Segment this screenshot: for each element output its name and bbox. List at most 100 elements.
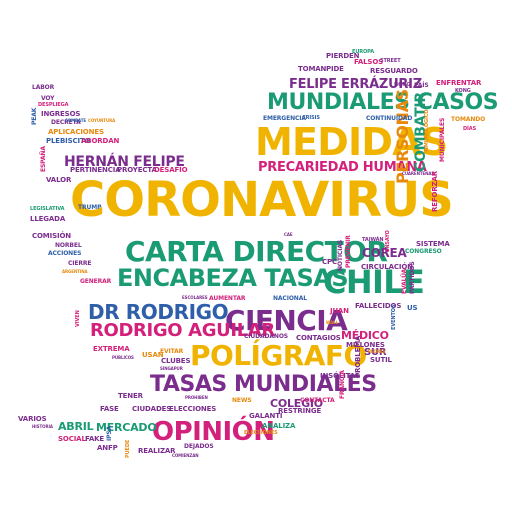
word-llegada: LLEGADA (30, 215, 66, 223)
word-ciencia: CIENCIA (225, 304, 348, 337)
word-puede: PUEDE (125, 439, 131, 458)
word-voy: VOY (41, 95, 55, 102)
word-legislativa: LEGISLATIVA (30, 206, 65, 212)
word-encabeza-tasas: ENCABEZA TASAS (117, 264, 349, 292)
word-sur: SUR (364, 347, 387, 358)
word-mundiales-casos: MUNDIALES CASOS (267, 90, 499, 115)
word-circulacion: CIRCULACIÓN (361, 263, 413, 271)
word-juan: JUAN (330, 307, 349, 315)
word-coyuntura: COYUNTURA (88, 118, 116, 123)
word-europa: EUROPA (352, 49, 375, 55)
word-continuidad: CONTINUIDAD (366, 115, 413, 122)
word-prohiben: PROHIBEN (185, 395, 208, 400)
word-aumentar: AUMENTAR (209, 295, 246, 302)
word-pais: PAÍS (414, 82, 429, 89)
word-trump: TRUMP (78, 204, 102, 211)
word-contagios: CONTAGIOS (296, 334, 341, 342)
word-contacta: CONTACTA (300, 397, 335, 404)
word-francia: FRANCIA (339, 370, 346, 399)
word-wall: WALL (326, 320, 339, 325)
word-sutil: SUTIL (370, 356, 392, 364)
word-tasas-mundiales: TASAS MUNDIALES (150, 372, 377, 397)
word-usan: USAN (142, 351, 164, 359)
word-emergencia: EMERGENCIA (263, 115, 306, 122)
word-generar: GENERAR (80, 278, 112, 285)
word-millones: MILLONES (346, 341, 385, 349)
word-clubes: CLUBES (161, 357, 191, 365)
word-rodrigo-aguilar: RODRIGO AGUILAR (90, 320, 275, 341)
word-dr-rodrigo: DR RODRIGO (88, 300, 229, 324)
word-tener: TENER (118, 392, 143, 400)
word-street: STREET (380, 58, 401, 64)
word-historia: HISTORIA (32, 424, 53, 429)
word-ingresos: INGRESOS (41, 110, 81, 118)
word-ensayo: ENSAYO (385, 230, 391, 252)
word-pide: PIDE (326, 65, 344, 73)
word-desafio: DESAFÍO (154, 166, 188, 174)
word-eventos: EVENTOS (391, 304, 397, 330)
word-news: NEWS (232, 397, 252, 404)
word-hernan-felipe: HERNÁN FELIPE (64, 154, 185, 170)
word-argentina: ARGENTINA (62, 269, 88, 274)
word-medidas: MEDIDAS (255, 120, 448, 164)
word-decreta: DECRETA (51, 119, 81, 126)
word-sistema: SISTEMA (416, 240, 450, 248)
word-medico: MÉDICO (341, 329, 389, 342)
word-comision: COMISIÓN (32, 232, 71, 240)
word-proyecta: PROYECTA (117, 166, 157, 174)
word-abril: ABRIL (58, 420, 94, 433)
word-insolitas: INSÓLITAS (320, 372, 360, 380)
word-poligrafo: POLÍGRAFO (190, 339, 367, 372)
word-crisis: CRISIS (302, 115, 320, 121)
word-dejados: DEJADOS (184, 443, 214, 450)
word-pierden: PIERDEN (326, 52, 360, 60)
word-mercado: MERCADO (96, 421, 157, 434)
word-galanti: GALANTI (249, 412, 283, 420)
word-fake: FAKE (85, 435, 105, 443)
word-abordan: ABORDAN (81, 137, 120, 145)
word-singapur: SINGAPUR (160, 366, 183, 371)
word-varios: VARIOS (18, 415, 47, 423)
word-peak: PEAK (31, 107, 38, 125)
word-lecciones: ELECCIONES (244, 430, 278, 436)
word-tomando: TOMANDO (451, 116, 486, 123)
word-peores: PEORES (368, 349, 386, 354)
word-cpc: CPC (322, 258, 337, 266)
word-comienzan: COMIENZAN (172, 453, 199, 458)
word-problema: PROBLEMA (354, 335, 362, 378)
word-labor: LABOR (32, 84, 55, 91)
word-precariedad-humana: PRECARIEDAD HUMANA (258, 160, 427, 175)
word-dias: DÍAS (463, 126, 477, 132)
word-coronavirus: CORONAVIRUS (70, 172, 454, 228)
word-evalua: EVALÚA (401, 268, 408, 294)
word-fase: FASE (100, 405, 119, 413)
word-anfp: ANFP (97, 444, 118, 452)
word-opinion: OPINIÓN (152, 417, 275, 447)
word-congreso: CONGRESO (405, 248, 442, 255)
word-resguardo: RESGUARDO (370, 67, 418, 75)
word-extrema: EXTREMA (93, 345, 130, 353)
word-carta-director: CARTA DIRECTOR (125, 235, 388, 268)
word-realizar: REALIZAR (138, 447, 176, 455)
word-elecciones: ELECCIONES (169, 405, 217, 413)
word-plebiscito: PLEBISCITO (46, 137, 91, 145)
word-chile: CHILE (323, 263, 425, 301)
word-partidos: PARTIDOS (409, 261, 416, 294)
word-analiza: ANALIZA (262, 422, 296, 430)
word-fallecidos: FALLECIDOS (355, 302, 402, 310)
word-social: SOCIAL (58, 435, 86, 443)
word-acciones: ACCIONES (48, 250, 82, 257)
word-felipe-errazuriz: FELIPE ERRÁZURIZ (289, 77, 422, 92)
word-inmunologico: INMUNOLÓGICO (424, 109, 430, 153)
word-cierre: CIERRE (68, 260, 92, 267)
word-personas: PERSONAS (393, 89, 412, 184)
word-municipales: MUNICIPALES (439, 117, 446, 162)
word-taiwan: TAIWÁN (362, 237, 384, 243)
word-ciudades: CIUDADES (132, 405, 172, 413)
word-nacional: NACIONAL (273, 295, 307, 302)
word-despliega: DESPLIEGA (38, 102, 69, 108)
word-ipsa: IPSA (106, 425, 113, 441)
word-aplicaciones: APLICACIONES (48, 128, 104, 136)
word-pertinencia: PERTINENCIA (70, 166, 121, 174)
